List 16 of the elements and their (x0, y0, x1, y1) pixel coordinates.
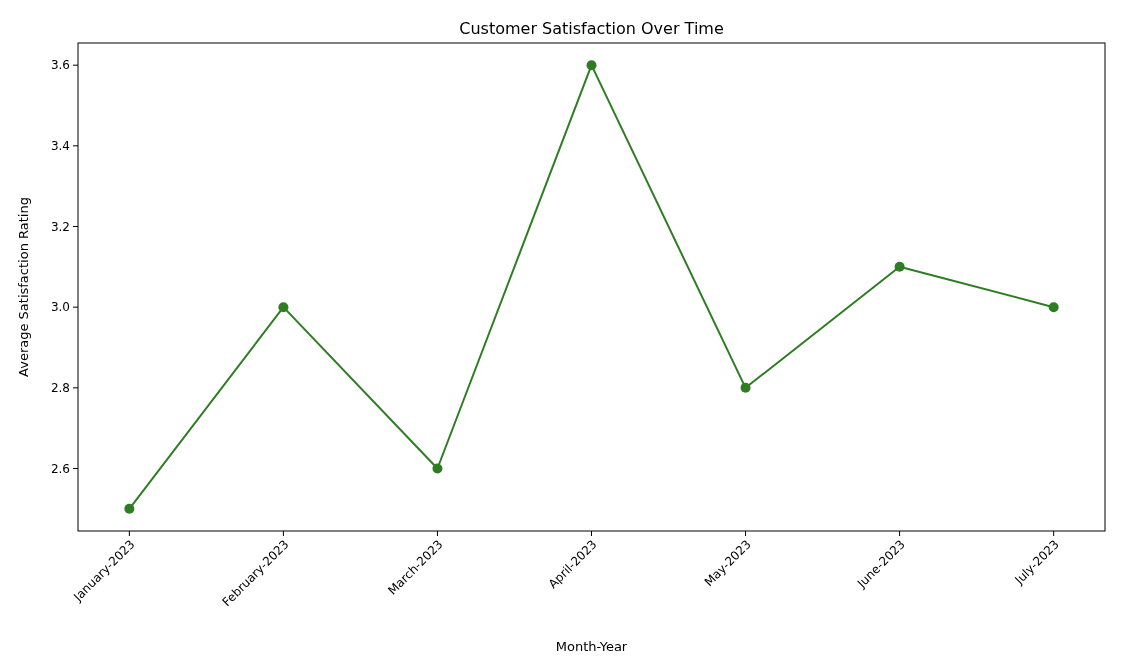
point (740, 382, 751, 393)
point (1048, 302, 1059, 313)
y-tick-label: 2.8 (50, 381, 70, 396)
point (586, 60, 597, 71)
y-tick-label: 3.6 (50, 58, 70, 73)
x-axis-title: Month-Year (555, 639, 628, 654)
y-tick-label: 3.0 (50, 300, 70, 315)
y-axis-title: Average Satisfaction Rating (16, 197, 31, 377)
point (124, 503, 135, 514)
point (432, 463, 443, 474)
y-tick-label: 2.6 (50, 461, 70, 476)
point (894, 261, 905, 272)
y-tick-label: 3.4 (50, 139, 70, 154)
point (278, 302, 289, 313)
chart-title: Customer Satisfaction Over Time (459, 19, 724, 38)
y-tick-label: 3.2 (50, 219, 70, 234)
